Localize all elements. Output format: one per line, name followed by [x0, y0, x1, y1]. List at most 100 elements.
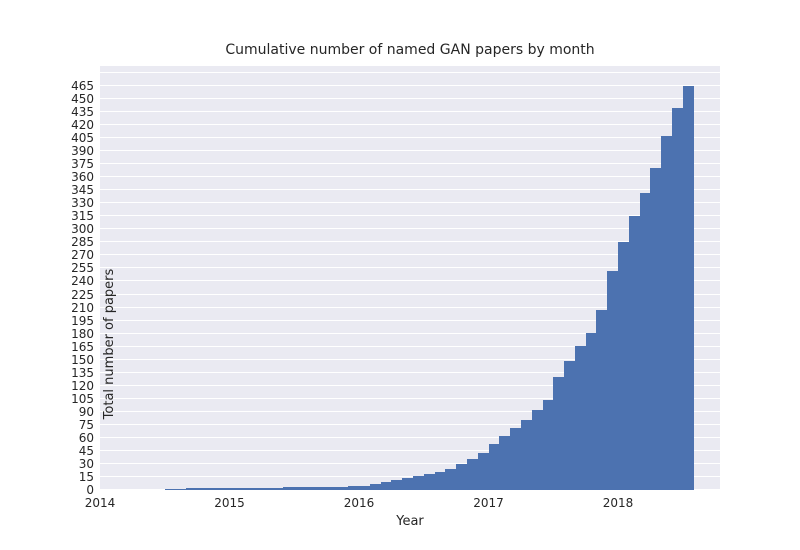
bar	[650, 167, 662, 490]
bar	[520, 419, 533, 490]
gridline	[100, 189, 720, 191]
y-tick-label: 225	[71, 287, 94, 302]
x-axis-label: Year	[396, 514, 424, 529]
bar	[229, 488, 241, 490]
gridline	[100, 306, 720, 308]
bar	[628, 216, 641, 490]
gridline	[100, 267, 720, 269]
gridline	[100, 150, 720, 152]
bar	[553, 377, 565, 490]
bar	[369, 483, 382, 490]
bar	[682, 85, 695, 490]
gridline	[100, 384, 720, 386]
chart-title: Cumulative number of named GAN papers by…	[225, 42, 595, 58]
y-tick-label: 465	[71, 78, 94, 93]
gridline	[100, 462, 720, 464]
y-tick-label: 30	[78, 456, 94, 471]
gridline	[100, 475, 720, 477]
gridline	[100, 280, 720, 282]
bar	[283, 487, 295, 490]
bar	[294, 487, 306, 490]
gridline	[100, 410, 720, 412]
y-tick-label: 75	[78, 417, 94, 432]
bar	[402, 477, 414, 490]
bar	[510, 428, 522, 490]
bar	[639, 192, 651, 490]
gridline	[100, 176, 720, 178]
bar	[175, 489, 187, 490]
bar	[499, 436, 511, 490]
bar	[326, 487, 338, 490]
y-tick-label: 435	[71, 105, 94, 120]
gridline	[100, 319, 720, 321]
y-tick-label: 90	[78, 404, 94, 419]
y-tick-label: 135	[71, 365, 94, 380]
gridline	[100, 371, 720, 373]
y-tick-label: 150	[71, 352, 94, 367]
bar	[488, 443, 500, 490]
y-tick-label: 390	[71, 144, 94, 159]
bar	[197, 488, 209, 490]
y-tick-label: 300	[71, 222, 94, 237]
bar	[240, 488, 252, 490]
gridline	[100, 423, 720, 425]
gridline	[100, 436, 720, 438]
bar	[207, 488, 220, 490]
y-tick-label: 405	[71, 131, 94, 146]
bar	[380, 482, 392, 490]
gridline	[100, 228, 720, 230]
gridline	[100, 84, 720, 86]
y-tick-label: 180	[71, 326, 94, 341]
bar	[423, 474, 436, 490]
bar	[574, 345, 587, 490]
bar	[272, 488, 284, 490]
y-axis-label: Total number of papers	[102, 268, 117, 420]
x-tick-label: 2016	[343, 496, 375, 510]
gridline	[100, 449, 720, 451]
y-tick-label: 165	[71, 339, 94, 354]
bar	[305, 487, 317, 490]
gridline	[100, 293, 720, 295]
bar	[413, 476, 425, 490]
gridline	[100, 98, 720, 100]
gridline	[100, 332, 720, 334]
bar	[348, 485, 360, 490]
bar	[261, 488, 274, 490]
bar	[164, 489, 177, 490]
y-tick-label: 315	[71, 209, 94, 224]
gridline	[100, 215, 720, 217]
gridline	[100, 163, 720, 165]
gridline	[100, 241, 720, 243]
bar	[661, 135, 673, 490]
y-tick-label: 285	[71, 235, 94, 250]
x-tick-label: 2014	[84, 496, 116, 510]
x-tick-label: 2015	[214, 496, 245, 510]
bar	[391, 480, 403, 490]
gridline	[100, 397, 720, 399]
bar	[337, 486, 349, 490]
bar	[251, 488, 263, 490]
y-tick-label: 15	[78, 469, 94, 484]
y-tick-label: 360	[71, 170, 94, 185]
gridline	[100, 124, 720, 126]
y-tick-label: 450	[71, 92, 94, 107]
y-tick-label: 375	[71, 157, 94, 172]
bar	[607, 271, 619, 490]
bar	[531, 410, 543, 490]
y-tick-label: 330	[71, 196, 94, 211]
bar	[585, 332, 597, 490]
y-tick-label: 120	[71, 378, 94, 393]
y-tick-label: 195	[71, 313, 94, 328]
bar	[477, 452, 490, 490]
y-tick-label: 105	[71, 391, 94, 406]
bar	[672, 107, 684, 490]
y-tick-label: 270	[71, 248, 94, 263]
bar	[445, 469, 457, 490]
bar	[618, 242, 630, 490]
y-tick-label: 210	[71, 300, 94, 315]
plot-area: Total number of papers	[100, 66, 720, 490]
gridline	[100, 71, 720, 73]
y-tick-label: 345	[71, 183, 94, 198]
y-tick-label: 0	[86, 483, 94, 497]
